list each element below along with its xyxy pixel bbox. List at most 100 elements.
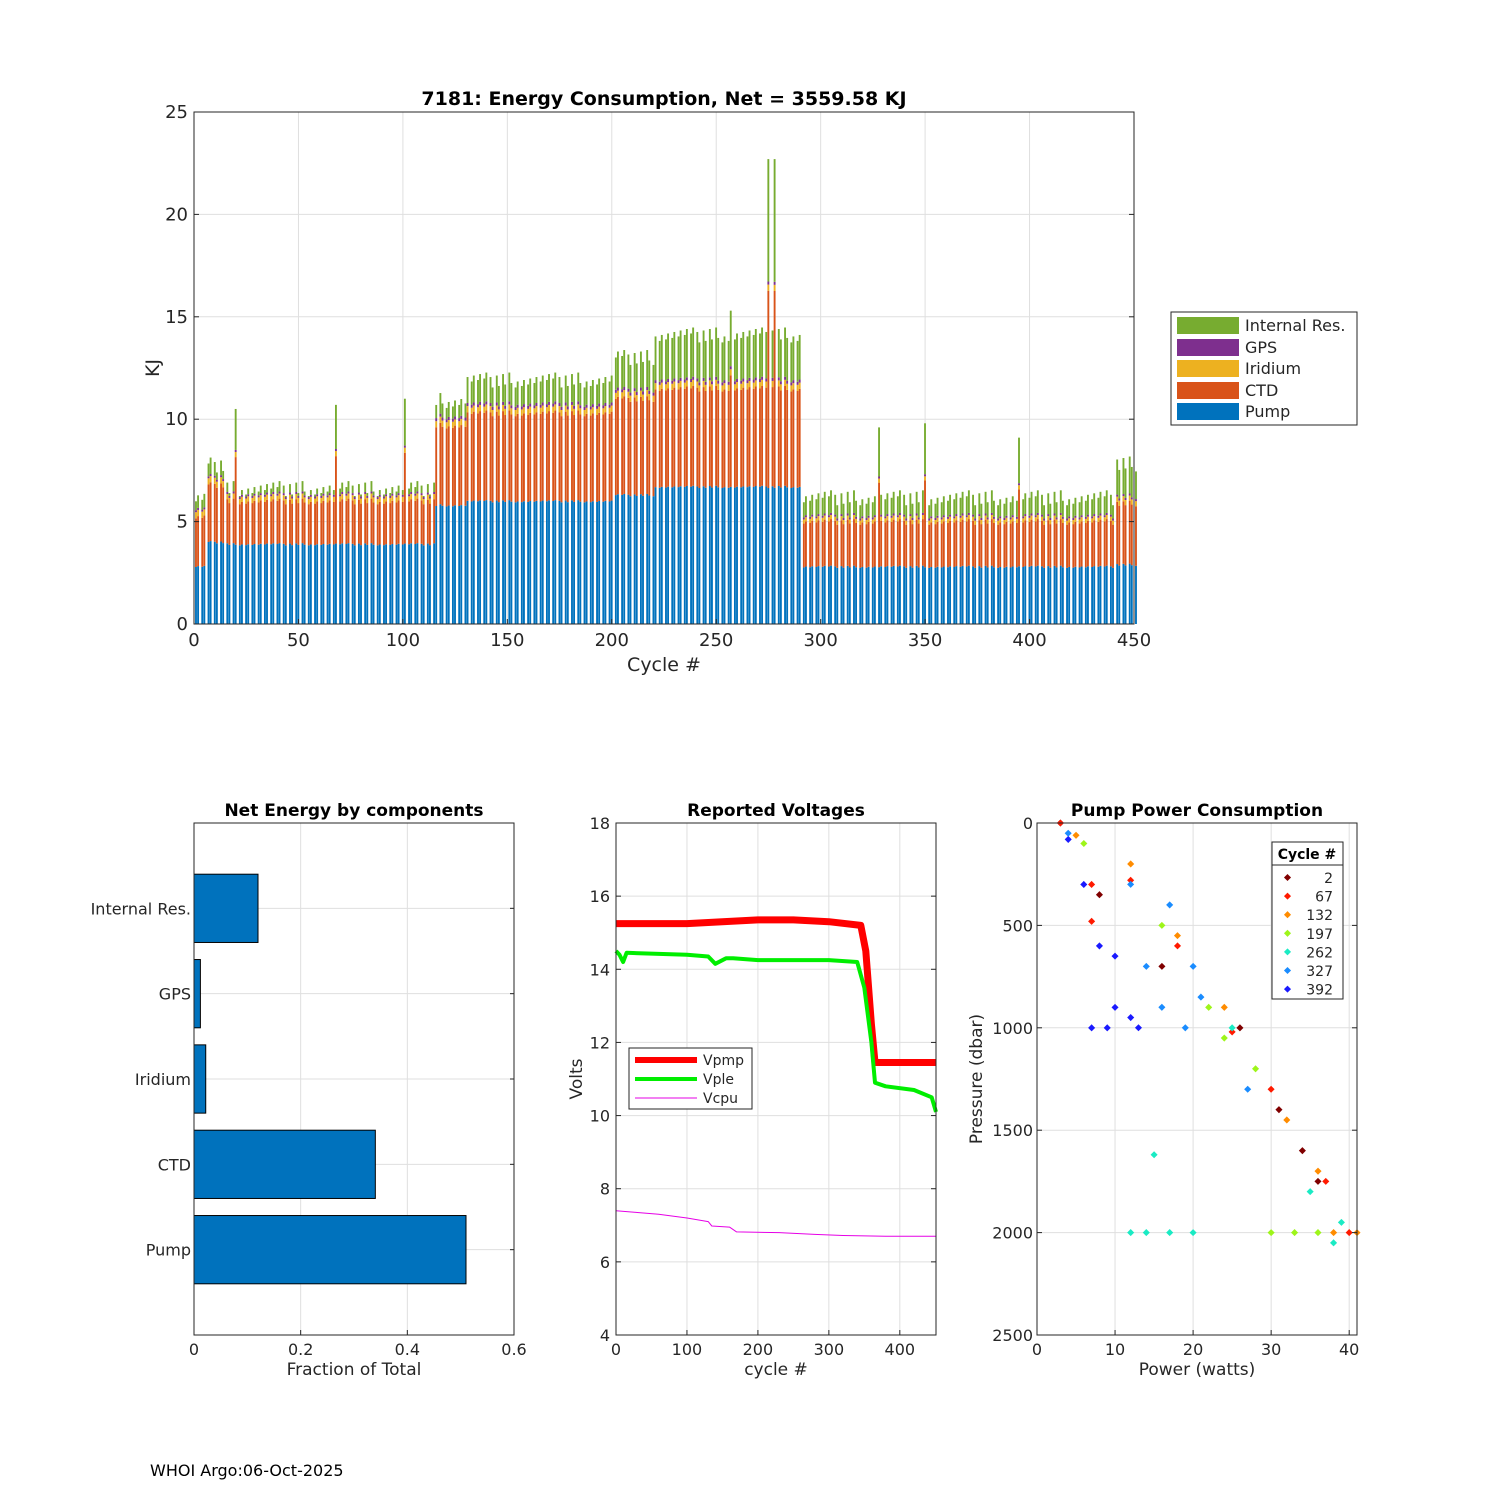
energy-bar-ctd xyxy=(627,397,630,495)
energy-bar-pump xyxy=(978,566,981,624)
energy-bar-iridium xyxy=(986,519,989,524)
energy-bar-gps xyxy=(401,494,404,497)
energy-bar-iridium xyxy=(993,518,995,523)
energy-bar-internal xyxy=(842,503,845,518)
energy-bar-gps xyxy=(708,377,711,381)
energy-bar-pump xyxy=(410,543,413,624)
energy-bar-iridium xyxy=(1003,520,1006,525)
energy-bar-internal xyxy=(309,490,312,495)
energy-bar-pump xyxy=(495,500,498,624)
energy-bar-internal xyxy=(270,488,273,495)
energy-bar-internal xyxy=(949,494,952,515)
energy-bar-pump xyxy=(855,567,858,624)
energy-bar-pump xyxy=(846,565,849,624)
energy-bar-iridium xyxy=(817,516,820,521)
energy-bar-pump xyxy=(1112,567,1114,624)
energy-bar-iridium xyxy=(610,405,613,412)
energy-bar-pump xyxy=(278,543,281,624)
energy-bar-ctd xyxy=(905,524,908,568)
energy-bar-gps xyxy=(736,378,738,383)
energy-bar-ctd xyxy=(1112,524,1114,568)
energy-bar-iridium xyxy=(736,382,738,389)
energy-bar-pump xyxy=(460,505,463,624)
energy-bar-gps xyxy=(740,380,743,384)
energy-bar-iridium xyxy=(270,496,273,502)
energy-bar-iridium xyxy=(892,515,895,520)
energy-bar-ctd xyxy=(364,499,367,544)
energy-bar-ctd xyxy=(873,521,876,567)
pump-point-cycle-67 xyxy=(1173,942,1182,950)
energy-bar-iridium xyxy=(451,421,454,428)
pump-point-cycle-2 xyxy=(1298,1147,1306,1155)
energy-bar-gps xyxy=(1028,515,1031,518)
components-y-tick-label: GPS xyxy=(159,985,191,1004)
energy-bar-gps xyxy=(878,476,880,479)
energy-bar-ctd xyxy=(1118,505,1121,566)
energy-bar-gps xyxy=(1122,494,1125,497)
energy-bar-gps xyxy=(936,515,939,518)
energy-bar-internal xyxy=(777,328,780,378)
energy-bar-pump xyxy=(589,502,592,624)
energy-bar-pump xyxy=(930,566,933,624)
energy-bar-gps xyxy=(892,513,895,516)
energy-bar-ctd xyxy=(477,413,479,502)
energy-bar-gps xyxy=(704,381,707,385)
energy-bar-gps xyxy=(830,512,832,515)
energy-bar-ctd xyxy=(228,503,231,545)
energy-bar-iridium xyxy=(809,518,812,523)
energy-bar-internal xyxy=(1074,497,1077,516)
energy-bar-gps xyxy=(234,449,237,452)
voltages-y-tick-label: 16 xyxy=(590,887,610,906)
energy-bar-internal xyxy=(1018,437,1020,484)
energy-bar-pump xyxy=(458,505,461,624)
energy-bar-pump xyxy=(905,567,908,624)
energy-bar-pump xyxy=(364,543,367,624)
legend-swatch-iridium xyxy=(1177,360,1239,377)
energy-bar-internal xyxy=(1036,490,1039,513)
energy-bar-gps xyxy=(220,475,222,478)
energy-bar-gps xyxy=(291,496,294,499)
energy-bar-gps xyxy=(696,378,699,382)
energy-bar-iridium xyxy=(1018,485,1020,490)
energy-bar-pump xyxy=(309,544,312,624)
energy-bar-internal xyxy=(790,342,793,383)
footer-credit: WHOI Argo:06-Oct-2025 xyxy=(150,1461,344,1480)
energy-bar-gps xyxy=(460,415,463,419)
energy-bar-ctd xyxy=(1072,524,1075,568)
components-y-tick-label: Iridium xyxy=(135,1070,191,1089)
energy-x-tick-label: 50 xyxy=(287,630,310,651)
energy-bar-iridium xyxy=(855,518,858,523)
energy-bar-internal xyxy=(836,505,839,519)
energy-bar-pump xyxy=(1049,567,1052,624)
energy-legend: Internal Res. GPS Iridium CTD Pump xyxy=(1170,311,1358,426)
energy-bar-gps xyxy=(623,386,626,391)
energy-bar-pump xyxy=(527,501,530,624)
energy-bar-ctd xyxy=(779,390,782,488)
energy-bar-gps xyxy=(245,496,248,499)
energy-bar-pump xyxy=(972,566,974,624)
energy-bar-gps xyxy=(579,405,582,409)
energy-bar-pump xyxy=(485,500,488,624)
energy-bar-ctd xyxy=(1055,523,1058,568)
energy-bar-gps xyxy=(827,515,830,518)
energy-bar-internal xyxy=(591,380,594,405)
energy-bar-ctd xyxy=(516,413,519,502)
voltages-x-tick-label: 0 xyxy=(611,1340,621,1359)
energy-bar-ctd xyxy=(1024,520,1027,567)
energy-bar-internal xyxy=(942,496,945,516)
pump-legend-label-132: 132 xyxy=(1306,908,1333,924)
energy-bar-ctd xyxy=(541,411,544,501)
energy-bar-gps xyxy=(698,382,701,386)
energy-bar-gps xyxy=(351,493,354,496)
energy-bar-internal xyxy=(247,488,250,495)
energy-bar-internal xyxy=(251,493,254,496)
energy-bar-internal xyxy=(798,334,801,380)
energy-bar-iridium xyxy=(1049,520,1052,525)
energy-bar-gps xyxy=(861,516,864,519)
energy-bar-iridium xyxy=(617,390,619,397)
energy-bar-iridium xyxy=(272,494,275,500)
energy-bar-pump xyxy=(665,487,667,624)
energy-bar-iridium xyxy=(491,409,494,417)
energy-bar-iridium xyxy=(1036,514,1039,520)
energy-bar-gps xyxy=(527,405,530,409)
